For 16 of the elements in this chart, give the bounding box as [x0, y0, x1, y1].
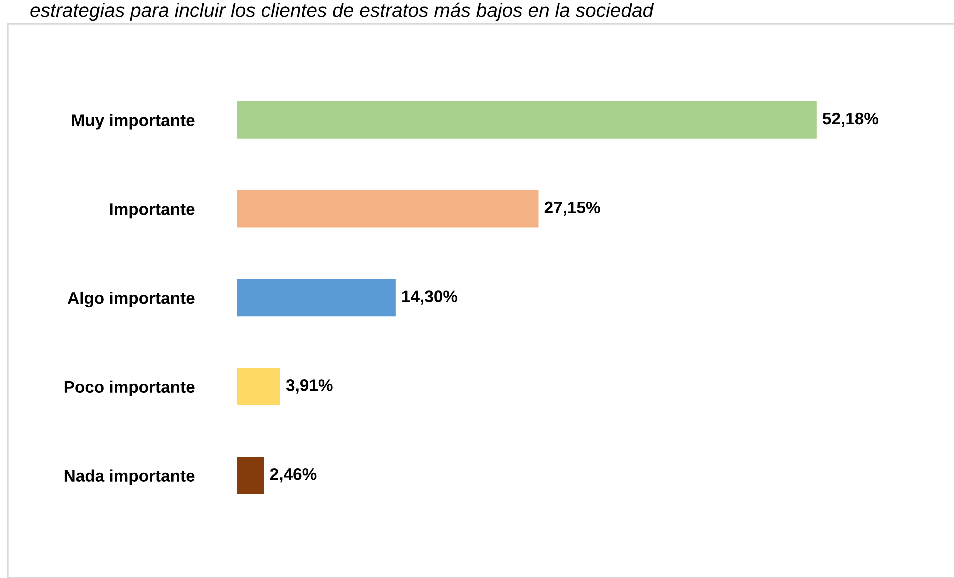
data-label: 27,15% [544, 202, 600, 216]
data-label: 3,91% [286, 380, 333, 394]
bar [237, 279, 396, 317]
y-tick-label: Importante [110, 204, 195, 219]
data-label: 2,46% [270, 468, 317, 483]
bar [237, 457, 264, 494]
y-tick-label: Algo importante [68, 292, 195, 308]
y-tick-label: Muy importante [72, 114, 195, 130]
data-label: 52,18% [822, 112, 879, 128]
y-tick-label: Poco importante [64, 380, 195, 396]
data-label: 14,30% [402, 290, 458, 305]
bar [237, 190, 539, 228]
y-tick-label: Nada importante [64, 470, 195, 486]
chart-title: estrategias para incluir los clientes de estratos más bajos en la sociedad [30, 2, 654, 22]
bar [237, 368, 280, 406]
bar [237, 102, 817, 139]
